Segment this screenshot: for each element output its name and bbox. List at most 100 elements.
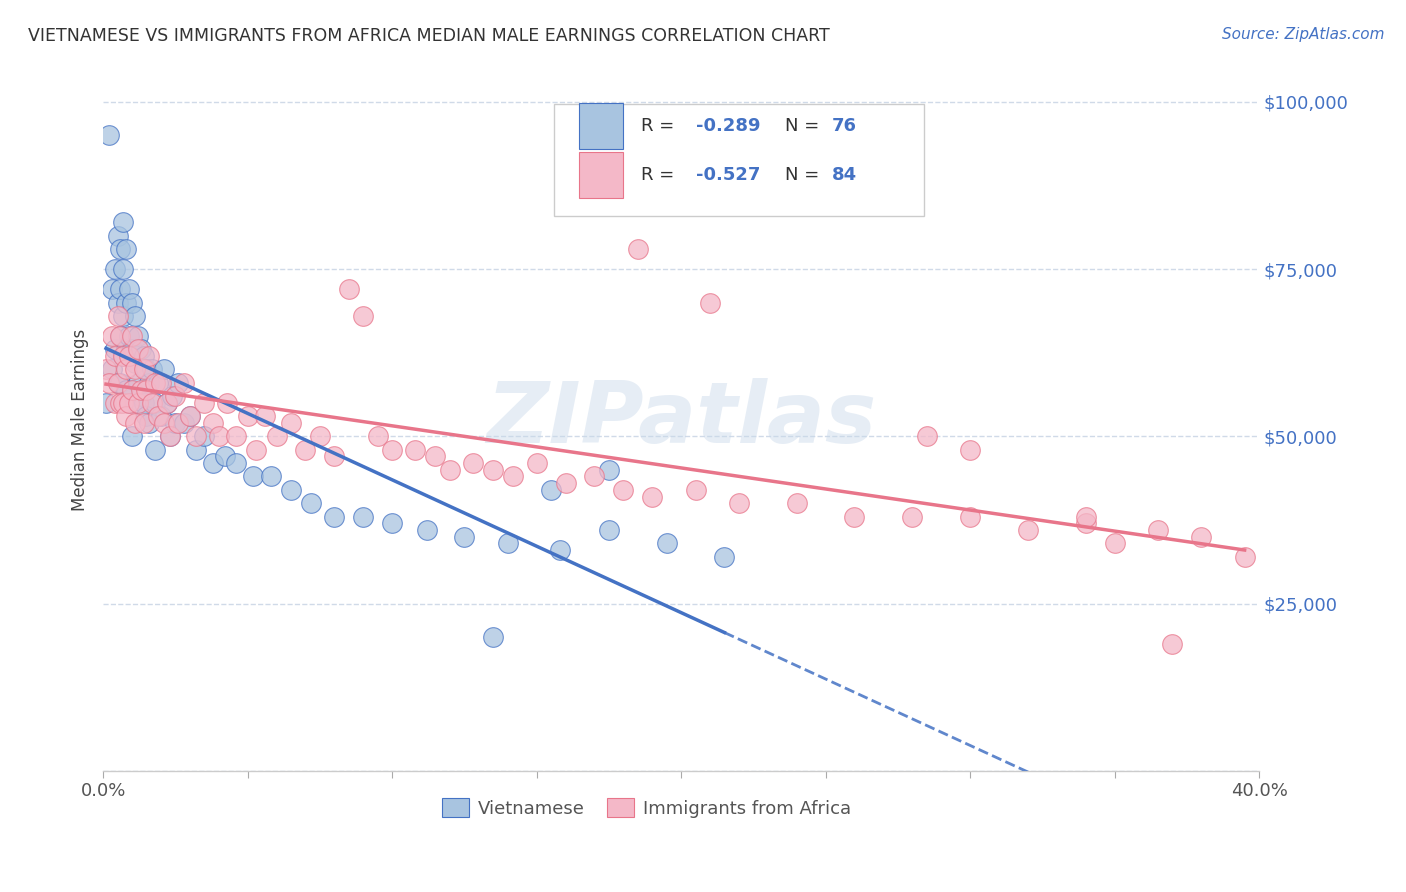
- Point: [132, 396, 155, 410]
- Point: [173, 376, 195, 390]
- Point: [352, 509, 374, 524]
- Point: [786, 496, 808, 510]
- Point: [214, 450, 236, 464]
- Point: [1233, 549, 1256, 564]
- Point: [107, 228, 129, 243]
- Point: [129, 343, 152, 357]
- Point: [217, 396, 239, 410]
- Point: [124, 309, 146, 323]
- Point: [367, 429, 389, 443]
- Point: [104, 343, 127, 357]
- Point: [107, 309, 129, 323]
- Bar: [579, 103, 623, 149]
- Point: [461, 456, 484, 470]
- Point: [179, 409, 201, 424]
- Point: [299, 496, 322, 510]
- Text: ZIPatlas: ZIPatlas: [486, 378, 876, 461]
- Point: [121, 295, 143, 310]
- Point: [309, 429, 332, 443]
- Point: [121, 383, 143, 397]
- Point: [121, 383, 143, 397]
- Point: [127, 376, 149, 390]
- Point: [554, 476, 576, 491]
- Point: [146, 409, 169, 424]
- Point: [115, 295, 138, 310]
- Point: [159, 429, 181, 443]
- Point: [107, 376, 129, 390]
- Point: [124, 362, 146, 376]
- Point: [112, 215, 135, 229]
- Point: [1074, 509, 1097, 524]
- Point: [381, 516, 404, 531]
- Point: [236, 409, 259, 424]
- Point: [627, 242, 650, 256]
- Point: [482, 463, 505, 477]
- Point: [548, 543, 571, 558]
- Point: [959, 442, 981, 457]
- Point: [110, 376, 132, 390]
- Point: [1161, 637, 1184, 651]
- Point: [1189, 530, 1212, 544]
- Point: [482, 630, 505, 644]
- Text: N =: N =: [785, 166, 825, 184]
- Point: [915, 429, 938, 443]
- Point: [1074, 516, 1097, 531]
- Point: [901, 509, 924, 524]
- Point: [97, 128, 120, 143]
- Text: VIETNAMESE VS IMMIGRANTS FROM AFRICA MEDIAN MALE EARNINGS CORRELATION CHART: VIETNAMESE VS IMMIGRANTS FROM AFRICA MED…: [28, 27, 830, 45]
- Point: [112, 262, 135, 277]
- Point: [439, 463, 461, 477]
- Point: [598, 463, 620, 477]
- Point: [135, 362, 157, 376]
- Point: [844, 509, 866, 524]
- Point: [149, 409, 172, 424]
- Point: [242, 469, 264, 483]
- Point: [124, 416, 146, 430]
- Point: [425, 450, 447, 464]
- Point: [1017, 523, 1039, 537]
- Point: [127, 396, 149, 410]
- Text: N =: N =: [785, 117, 825, 135]
- Point: [101, 362, 124, 376]
- Point: [112, 309, 135, 323]
- Point: [110, 242, 132, 256]
- Point: [132, 362, 155, 376]
- Point: [110, 329, 132, 343]
- Point: [115, 409, 138, 424]
- Point: [124, 356, 146, 370]
- FancyBboxPatch shape: [554, 103, 924, 216]
- Point: [112, 349, 135, 363]
- Point: [337, 282, 360, 296]
- Point: [280, 416, 302, 430]
- Bar: [579, 153, 623, 198]
- Point: [149, 376, 172, 390]
- Point: [280, 483, 302, 497]
- Point: [323, 450, 346, 464]
- Point: [112, 396, 135, 410]
- Point: [294, 442, 316, 457]
- Point: [146, 376, 169, 390]
- Point: [115, 383, 138, 397]
- Point: [118, 282, 141, 296]
- Point: [323, 509, 346, 524]
- Point: [193, 429, 215, 443]
- Point: [165, 389, 187, 403]
- Point: [118, 396, 141, 410]
- Point: [118, 329, 141, 343]
- Point: [153, 362, 176, 376]
- Point: [641, 490, 664, 504]
- Point: [110, 329, 132, 343]
- Point: [110, 396, 132, 410]
- Text: R =: R =: [641, 166, 679, 184]
- Point: [97, 376, 120, 390]
- Point: [121, 329, 143, 343]
- Text: 76: 76: [831, 117, 856, 135]
- Point: [713, 549, 735, 564]
- Point: [115, 362, 138, 376]
- Point: [112, 349, 135, 363]
- Point: [416, 523, 439, 537]
- Point: [115, 343, 138, 357]
- Point: [94, 362, 117, 376]
- Point: [143, 376, 166, 390]
- Point: [107, 376, 129, 390]
